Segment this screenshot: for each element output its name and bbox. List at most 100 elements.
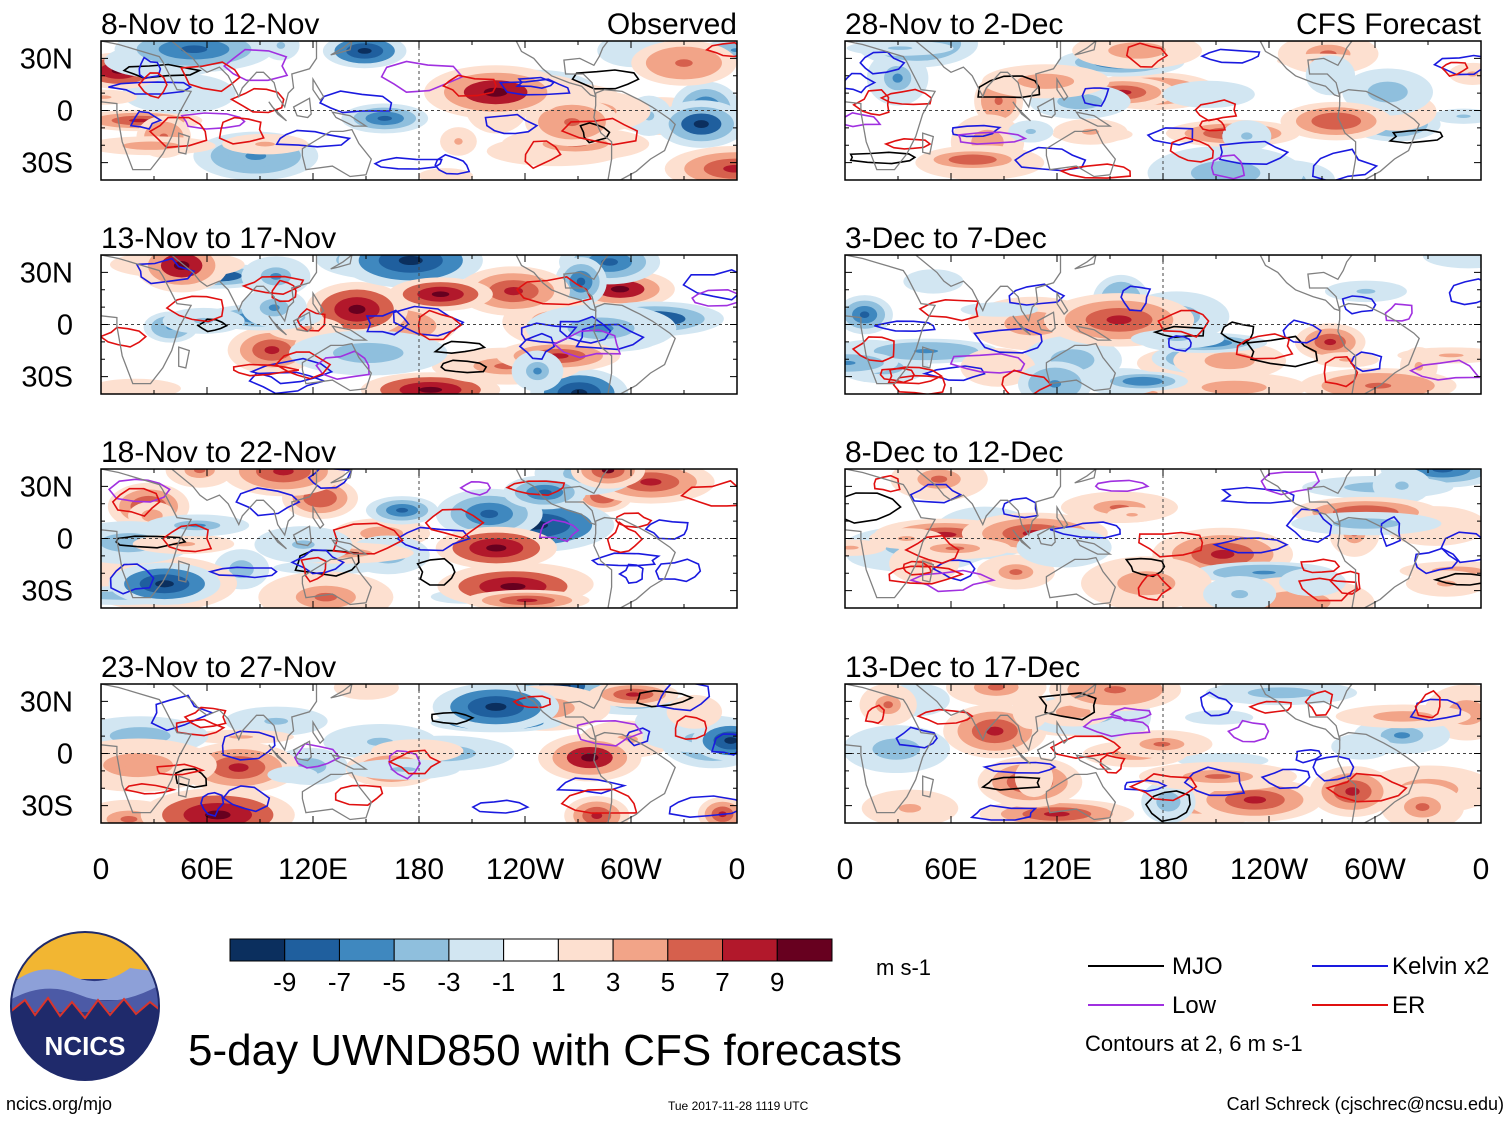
panel-period-title: 8-Dec to 12-Dec bbox=[845, 436, 1063, 469]
anomaly-cell bbox=[913, 349, 939, 354]
coastline bbox=[101, 684, 193, 814]
wave-contour bbox=[122, 63, 202, 79]
anomaly-cell bbox=[640, 478, 662, 486]
wave-contour bbox=[274, 351, 332, 380]
wave-contour bbox=[232, 363, 300, 377]
coastlines bbox=[845, 469, 1420, 608]
anomaly-cell bbox=[180, 45, 208, 54]
anomaly-cell bbox=[173, 261, 190, 270]
anomaly-cell bbox=[533, 367, 542, 375]
wave-contour bbox=[552, 329, 622, 359]
wave-contour bbox=[440, 359, 488, 374]
wave-contour bbox=[315, 350, 370, 381]
wave-contour bbox=[560, 117, 639, 146]
anomaly-cell bbox=[286, 772, 299, 777]
coastlines bbox=[845, 255, 1420, 394]
wave-contour bbox=[524, 140, 562, 170]
coastline bbox=[1337, 516, 1420, 608]
coastline bbox=[1036, 740, 1056, 762]
wave-contour bbox=[571, 69, 640, 90]
anomaly-cell bbox=[898, 803, 922, 813]
coastline bbox=[515, 255, 609, 312]
coastlines bbox=[845, 684, 1420, 823]
legend-label-kelvin: Kelvin x2 bbox=[1392, 953, 1490, 980]
coastline bbox=[1045, 556, 1117, 606]
wave-contour bbox=[505, 480, 566, 497]
wave-contour bbox=[515, 275, 593, 306]
wave-contour bbox=[931, 559, 976, 582]
wave-contour bbox=[615, 512, 653, 529]
map-panel: 8-Dec to 12-Dec bbox=[844, 436, 1482, 609]
anomaly-cell bbox=[313, 494, 327, 502]
anomaly-cell bbox=[120, 815, 138, 823]
wave-contour bbox=[293, 742, 341, 769]
colorbar-swatch bbox=[776, 938, 833, 962]
y-tick-label: 30N bbox=[20, 43, 73, 75]
anomaly-cell bbox=[140, 144, 162, 148]
anomaly-cell bbox=[373, 530, 390, 536]
coastline bbox=[292, 311, 312, 333]
wave-contour bbox=[1414, 689, 1441, 719]
anomaly-shading bbox=[845, 469, 1481, 608]
map-panel: 23-Nov to 27-Nov 30N 0 30S 0 60E 120E 180 120W 60… bbox=[20, 651, 746, 886]
wave-contour bbox=[1125, 42, 1169, 68]
coastline bbox=[1259, 41, 1353, 98]
wave-contour bbox=[851, 336, 895, 363]
anomaly-cell bbox=[314, 592, 338, 602]
wave-contour bbox=[207, 566, 278, 579]
coastline bbox=[922, 775, 935, 798]
coastline bbox=[1074, 41, 1097, 56]
wave-contour bbox=[1408, 359, 1481, 381]
wave-contour bbox=[576, 719, 643, 747]
wave-contour bbox=[1008, 283, 1066, 306]
anomaly-cell bbox=[1356, 288, 1376, 294]
coastlines bbox=[845, 41, 1420, 180]
wave-contour bbox=[1099, 754, 1126, 774]
x-tick-label: 180 bbox=[394, 853, 444, 886]
wave-contour bbox=[654, 558, 702, 583]
footer-url[interactable]: ncics.org/mjo bbox=[6, 1094, 113, 1114]
anomaly-cell bbox=[1438, 353, 1464, 358]
wave-contour bbox=[555, 777, 628, 795]
coastline bbox=[1056, 290, 1069, 316]
wave-contour bbox=[973, 327, 1043, 354]
anomaly-cell bbox=[256, 469, 311, 483]
wave-contour bbox=[849, 151, 917, 165]
wave-contour bbox=[1260, 768, 1311, 790]
anomaly-cell bbox=[1380, 88, 1396, 96]
coastline bbox=[922, 132, 935, 155]
anomaly-cell bbox=[101, 92, 125, 102]
coastline bbox=[1012, 744, 1031, 765]
wave-contour bbox=[1194, 99, 1238, 122]
anomaly-cell bbox=[483, 87, 508, 97]
anomaly-cell bbox=[228, 735, 254, 739]
coastline bbox=[301, 771, 373, 821]
coastline bbox=[301, 128, 373, 178]
coastline bbox=[1074, 754, 1113, 770]
wave-contour bbox=[879, 88, 933, 106]
anomaly-cell bbox=[990, 307, 1009, 312]
wave-contour bbox=[1282, 319, 1322, 344]
anomaly-cell bbox=[418, 386, 443, 393]
wave-contour bbox=[908, 569, 997, 593]
anomaly-cell bbox=[124, 386, 146, 391]
coastline bbox=[1337, 731, 1420, 823]
wave-contour bbox=[518, 332, 556, 360]
wave-contour bbox=[373, 156, 443, 170]
colorbar-swatch bbox=[667, 938, 724, 962]
coastline bbox=[312, 719, 325, 745]
anomaly-cell bbox=[657, 718, 671, 727]
coastline bbox=[330, 111, 369, 127]
coastline bbox=[1045, 342, 1117, 392]
wave-contour bbox=[218, 116, 265, 145]
colorbar-tick-label: 3 bbox=[606, 967, 620, 997]
anomaly-cell bbox=[1198, 91, 1220, 98]
wave-contour bbox=[175, 718, 226, 737]
coastline bbox=[330, 754, 369, 770]
coastline bbox=[890, 255, 1062, 323]
coastline bbox=[1056, 76, 1069, 102]
wave-contour bbox=[424, 508, 485, 539]
column-header: CFS Forecast bbox=[1296, 8, 1482, 41]
wave-contour bbox=[392, 305, 465, 337]
anomaly-cell bbox=[986, 726, 1004, 736]
